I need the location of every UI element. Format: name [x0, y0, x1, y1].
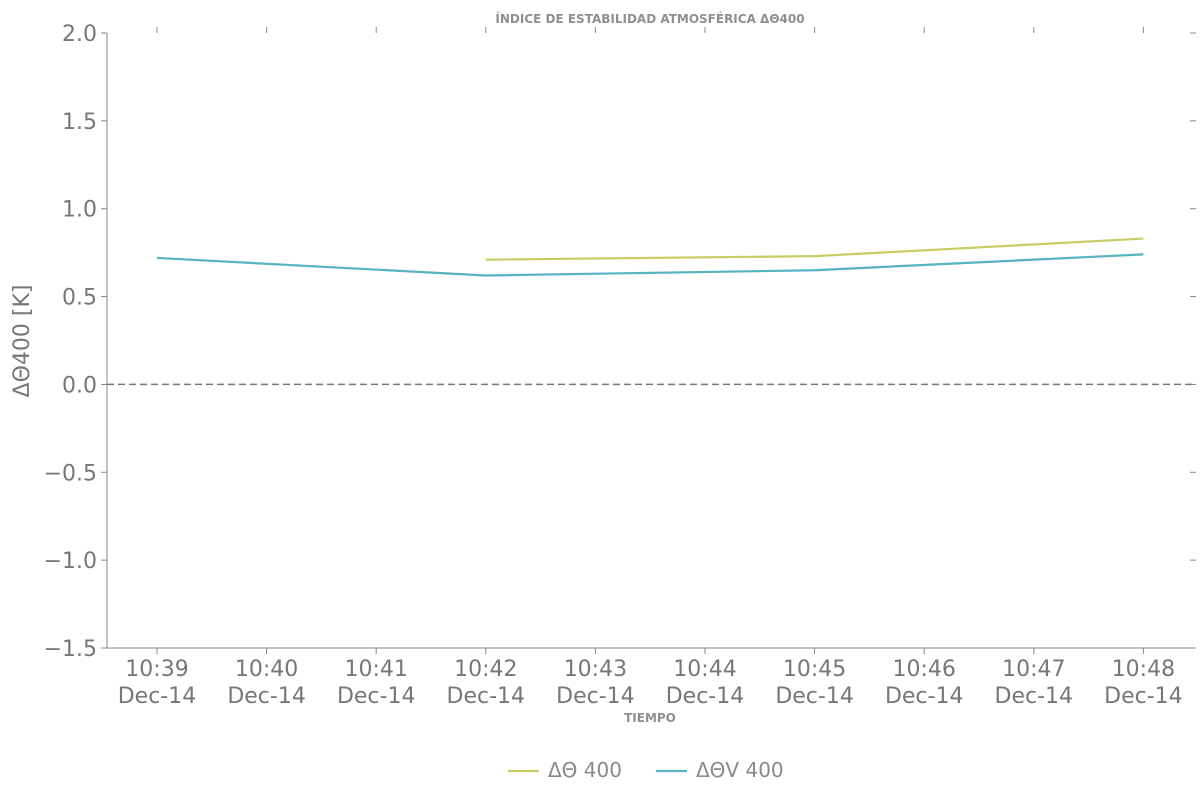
- chart-title: ÍNDICE DE ESTABILIDAD ATMOSFÉRICA ΔΘ400: [495, 11, 804, 26]
- legend: ΔΘ 400 ΔΘV 400: [508, 758, 784, 782]
- y-tick-label: 0.5: [62, 286, 97, 311]
- x-tick-sublabel: Dec-14: [447, 684, 526, 709]
- x-axis-label: TIEMPO: [624, 711, 676, 725]
- x-tick-sublabel: Dec-14: [118, 684, 197, 709]
- y-tick-label: −1.0: [44, 549, 97, 574]
- y-tick-label: 1.5: [62, 110, 97, 135]
- x-tick-sublabel: Dec-14: [775, 684, 854, 709]
- x-tick-sublabel: Dec-14: [1104, 684, 1183, 709]
- x-tick-label: 10:46: [892, 657, 955, 682]
- axes: [106, 33, 1196, 649]
- y-tick-label: 2.0: [62, 22, 97, 47]
- series-layer: [156, 237, 1144, 277]
- x-tick-label: 10:47: [1002, 657, 1065, 682]
- y-ticks: 2.0 1.5 1.0 0.5 0.0 −0.5 −1.0 −1.5: [44, 22, 1196, 662]
- x-tick-sublabel: Dec-14: [337, 684, 416, 709]
- series-line-1: [485, 237, 1144, 261]
- x-tick-sublabel: Dec-14: [227, 684, 306, 709]
- x-tick-label: 10:43: [564, 657, 627, 682]
- x-tick-label: 10:40: [235, 657, 298, 682]
- x-tick-sublabel: Dec-14: [995, 684, 1074, 709]
- y-tick-label: −0.5: [44, 461, 97, 486]
- y-tick-label: 0.0: [62, 373, 97, 398]
- x-tick-label: 10:48: [1112, 657, 1175, 682]
- legend-label-2: ΔΘV 400: [696, 758, 784, 782]
- x-tick-sublabel: Dec-14: [666, 684, 745, 709]
- x-tick-label: 10:45: [783, 657, 846, 682]
- x-tick-sublabel: Dec-14: [556, 684, 635, 709]
- y-tick-label: −1.5: [44, 637, 97, 662]
- x-tick-label: 10:44: [673, 657, 736, 682]
- x-tick-label: 10:42: [454, 657, 517, 682]
- x-tick-sublabel: Dec-14: [885, 684, 964, 709]
- x-ticks: 10:39Dec-1410:40Dec-1410:41Dec-1410:42De…: [118, 27, 1183, 709]
- legend-label-1: ΔΘ 400: [548, 758, 622, 782]
- series-line-2: [156, 253, 1144, 277]
- x-tick-label: 10:39: [125, 657, 188, 682]
- y-axis-label: ΔΘ400 [K]: [10, 285, 35, 398]
- y-tick-label: 1.0: [62, 198, 97, 223]
- x-tick-label: 10:41: [344, 657, 407, 682]
